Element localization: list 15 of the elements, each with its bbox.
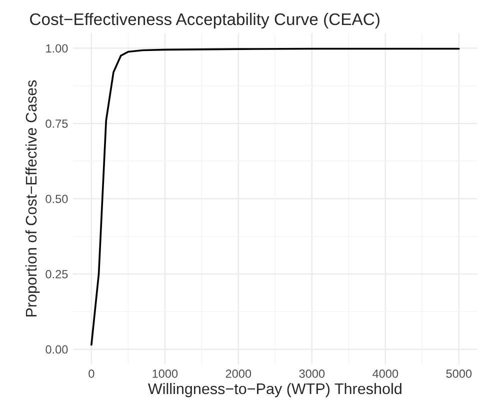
line-series	[90, 48, 460, 346]
y-tick-label: 0.50	[46, 194, 68, 204]
y-tick-label: 1.00	[46, 44, 68, 53]
x-tick-label: 2000	[226, 369, 252, 378]
x-tick-label: 3000	[299, 369, 325, 378]
x-tick-label: 0	[88, 369, 94, 378]
x-tick-label: 5000	[446, 369, 472, 378]
y-axis-title: Proportion of Cost−Effective Cases	[25, 80, 40, 316]
y-tick-label: 0.00	[46, 345, 68, 354]
x-tick-label: 1000	[152, 369, 178, 378]
y-tick-label: 0.75	[46, 119, 68, 128]
x-tick-label: 4000	[372, 369, 398, 378]
x-axis-title: Willingness−to−Pay (WTP) Threshold	[148, 382, 402, 398]
y-tick-label: 0.25	[46, 270, 68, 278]
chart-title: Cost−Effectiveness Acceptability Curve (CEAC)	[30, 12, 380, 28]
